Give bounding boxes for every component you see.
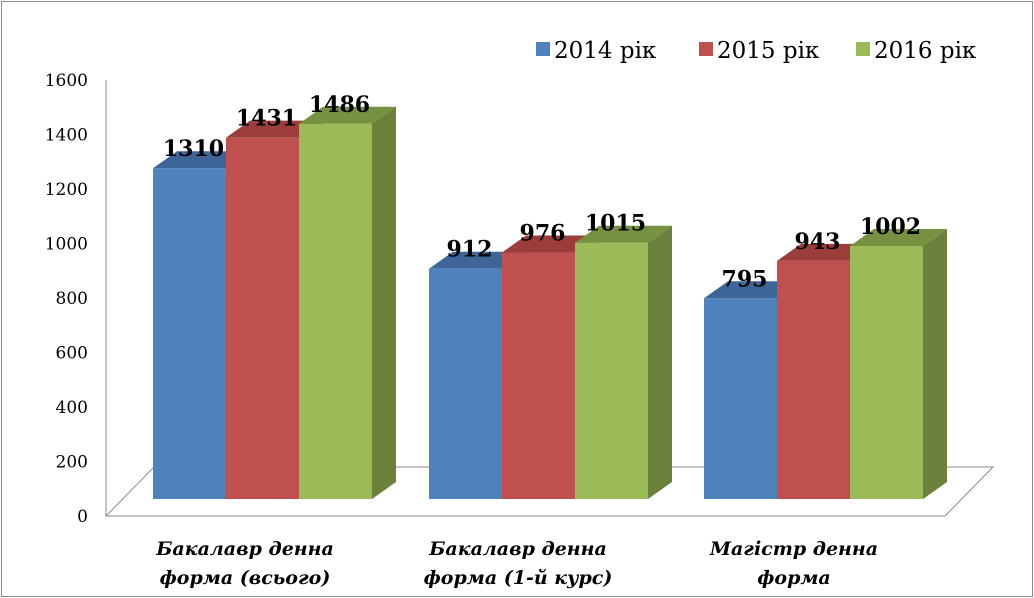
bar-front [575,242,648,499]
bar-side [923,228,947,499]
bar-front [777,260,850,499]
bar-top [299,106,396,124]
data-label: 1015 [585,211,646,237]
category-label: форма (1-й курс) [424,567,613,589]
y-tick-label: 1000 [45,235,88,255]
y-tick-label: 400 [56,398,88,418]
bar-top [429,251,526,269]
data-label: 1431 [236,106,297,132]
bar-top [226,120,323,138]
bar-top [502,235,599,253]
y-tick-label: 800 [56,289,88,309]
data-label: 795 [722,266,768,292]
legend-entry: 2015 рік [699,38,820,64]
bar-front [153,168,226,499]
bar-front [502,252,575,499]
bar-front [429,268,502,499]
bar-front [850,245,923,499]
category-label: Бакалавр денна [428,538,607,560]
y-tick-label: 1400 [45,126,88,146]
bar[interactable] [850,228,947,499]
y-tick-label: 1600 [45,71,88,91]
chart-floor [104,466,995,517]
bar-top [850,228,947,246]
bar-top [153,151,250,169]
category-label: форма (всього) [160,567,331,589]
category-label: Бакалавр денна [155,538,334,560]
data-label: 1310 [163,136,224,162]
bar-top [777,243,874,261]
legend-label: 2016 рік [874,38,977,64]
bar-front [299,123,372,499]
data-label: 912 [447,237,493,263]
bar-front [704,298,777,499]
legend-label: 2014 рік [554,38,657,64]
bar[interactable] [299,106,396,499]
bar-top [704,281,801,299]
data-label: 943 [795,229,841,255]
legend-swatch [536,42,550,56]
legend-label: 2015 рік [717,38,820,64]
bar-side [372,106,396,499]
y-tick-label: 200 [56,453,88,473]
bar-front [226,137,299,500]
data-label: 1486 [309,92,370,118]
y-tick-label: 600 [56,344,88,364]
legend-swatch [699,42,713,56]
bar-side [648,225,672,499]
y-tick-label: 1200 [45,180,88,200]
legend-entry: 2016 рік [856,38,977,64]
legend-swatch [856,42,870,56]
y-tick-label: 0 [77,507,88,527]
data-label: 1002 [860,214,921,240]
legend-entry: 2014 рік [536,38,657,64]
category-label: форма [757,567,830,589]
bar[interactable] [575,225,672,499]
bar-top [575,225,672,243]
data-label: 976 [520,221,566,247]
category-label: Магістр денна [709,538,878,560]
